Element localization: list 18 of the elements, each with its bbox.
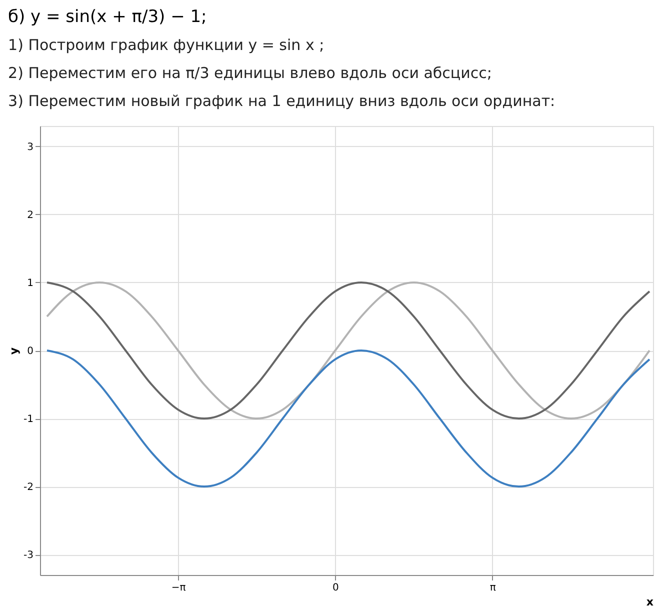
x-tick-label: −π	[171, 582, 186, 594]
y-tick-label: -2	[24, 482, 34, 494]
x-tick-label: π	[490, 582, 496, 594]
y-tick-label: 2	[27, 210, 34, 221]
text: 2) Переместим его на π/3 единицы влево вдоль оси абсцисс;	[8, 64, 492, 82]
line-series	[46, 281, 650, 420]
x-tick-label: 0	[332, 582, 339, 594]
x-axis-title: x	[646, 596, 654, 608]
y-tick-label: 0	[27, 346, 34, 357]
chart-title: б) y = sin(x + π/3) − 1;	[8, 7, 207, 27]
line-series	[46, 350, 650, 488]
y-tick-label: -1	[24, 414, 34, 426]
text: 3) Переместим новый график на 1 единицу вниз вдоль оси ординат:	[8, 92, 556, 110]
y-tick-label: -3	[24, 550, 34, 562]
y-axis-title: y	[8, 347, 21, 355]
y-tick-label: 1	[27, 278, 34, 289]
y-tick-label: 3	[27, 142, 34, 153]
text: 1) Построим график функции y = sin x ;	[8, 36, 324, 54]
